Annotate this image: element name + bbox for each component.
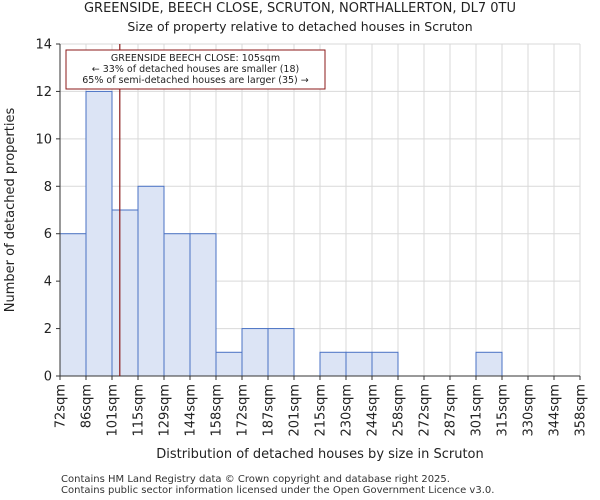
bar [241, 328, 269, 377]
bar [137, 185, 165, 377]
annotation-line-2: ← 33% of detached houses are smaller (18… [92, 64, 299, 75]
bar [215, 351, 243, 377]
chart-title: GREENSIDE, BEECH CLOSE, SCRUTON, NORTHAL… [83, 1, 516, 16]
y-tick-label: 6 [44, 227, 52, 242]
bar [345, 351, 373, 377]
annotation-box [65, 49, 326, 90]
x-tick-label: 330sqm [522, 384, 537, 437]
y-tick-label: 0 [44, 370, 52, 385]
bar [111, 209, 139, 377]
x-tick-label: 230sqm [340, 384, 355, 437]
bar [163, 233, 191, 377]
bar [371, 351, 399, 377]
x-tick-label: 86sqm [80, 384, 95, 428]
annotation-line-1: GREENSIDE BEECH CLOSE: 105sqm [111, 53, 280, 64]
x-tick-label: 358sqm [574, 384, 589, 437]
x-tick-label: 244sqm [366, 384, 381, 437]
bar [85, 90, 113, 377]
x-tick-label: 144sqm [184, 384, 199, 437]
y-tick-label: 4 [44, 275, 52, 290]
bar [59, 233, 87, 377]
x-tick-label: 115sqm [132, 384, 147, 437]
x-tick-label: 287sqm [444, 384, 459, 437]
y-tick-label: 14 [35, 38, 52, 53]
x-tick-label: 301sqm [470, 384, 485, 437]
y-tick-label: 10 [35, 132, 52, 147]
x-tick-label: 201sqm [288, 384, 303, 437]
x-tick-label: 215sqm [314, 384, 329, 437]
footer-line-2: Contains public sector information licen… [61, 485, 495, 496]
footer-line-1: Contains HM Land Registry data © Crown c… [61, 474, 450, 485]
bar [319, 351, 347, 377]
x-tick-label: 101sqm [106, 384, 121, 437]
bar [475, 351, 503, 377]
x-tick-label: 344sqm [548, 384, 563, 437]
x-axis-label: Distribution of detached houses by size … [156, 447, 484, 462]
x-tick-label: 172sqm [236, 384, 251, 437]
x-tick-label: 272sqm [418, 384, 433, 437]
x-tick-label: 258sqm [392, 384, 407, 437]
chart-subtitle: Size of property relative to detached ho… [127, 19, 473, 34]
bar [267, 328, 295, 377]
x-tick-label: 315sqm [496, 384, 511, 437]
x-tick-label: 129sqm [158, 384, 173, 437]
y-tick-label: 8 [44, 180, 52, 195]
bar [189, 233, 217, 377]
y-axis-label: Number of detached properties [3, 108, 18, 313]
y-tick-label: 2 [44, 322, 52, 337]
x-tick-label: 72sqm [54, 384, 69, 428]
x-tick-label: 187sqm [262, 384, 277, 437]
annotation-line-3: 65% of semi-detached houses are larger (… [82, 75, 309, 86]
histogram-chart: 0 2 4 6 8 10 12 14 72sqm 86sqm 101sqm 115sqm 129sqm 1… [3, 38, 589, 463]
y-tick-label: 12 [35, 85, 52, 100]
x-tick-label: 158sqm [210, 384, 225, 437]
